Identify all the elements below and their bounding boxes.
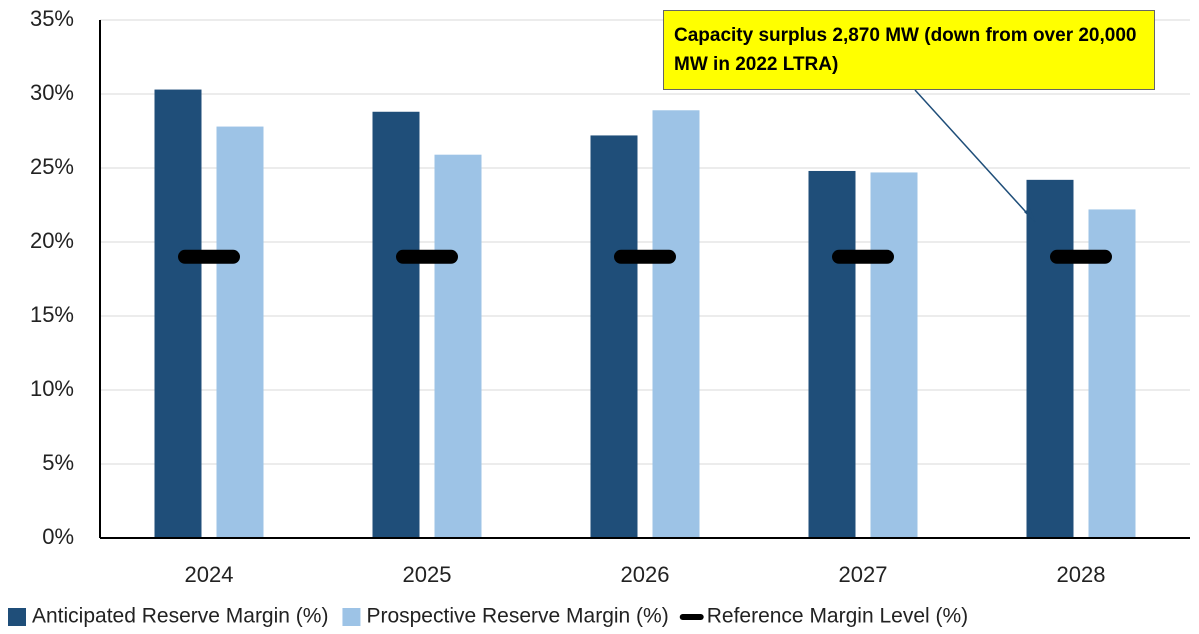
legend-swatch [342, 608, 361, 626]
y-tick-label: 15% [30, 302, 74, 327]
x-tick-label: 2024 [185, 562, 234, 587]
bar [1026, 179, 1074, 538]
bar [652, 110, 700, 538]
bar [372, 111, 420, 538]
y-tick-label: 20% [30, 228, 74, 253]
legend-swatch [8, 608, 26, 626]
bar [590, 135, 638, 538]
bar [1088, 209, 1136, 538]
y-tick-label: 25% [30, 154, 74, 179]
overlay: 0% 5% 10% 15% 20% 25% 30% 35% 2024 2025 2026 2027 20… [8, 6, 1190, 628]
bar [870, 172, 918, 538]
marks [100, 19, 1190, 539]
bar [808, 170, 856, 538]
y-tick-label: 5% [42, 450, 74, 475]
x-tick-label: 2025 [403, 562, 452, 587]
x-tick-label: 2027 [839, 562, 888, 587]
bar [434, 154, 482, 538]
y-tick-label: 0% [42, 524, 74, 549]
y-tick-label: 30% [30, 80, 74, 105]
legend-label: Prospective Reserve Margin (%) [366, 605, 668, 628]
y-tick-label: 10% [30, 376, 74, 401]
x-tick-label: 2028 [1057, 562, 1106, 587]
legend-label: Reference Margin Level (%) [707, 605, 968, 628]
legend-label: Anticipated Reserve Margin (%) [32, 605, 328, 628]
bar [216, 126, 264, 538]
annotation-arrow [914, 89, 1036, 223]
x-tick-label: 2026 [621, 562, 670, 587]
y-tick-label: 35% [30, 6, 74, 31]
bar [154, 89, 202, 538]
annotation-arrowhead [1024, 208, 1035, 222]
annotation: Capacity surplus 2,870 MW (down from ove… [663, 10, 1155, 90]
